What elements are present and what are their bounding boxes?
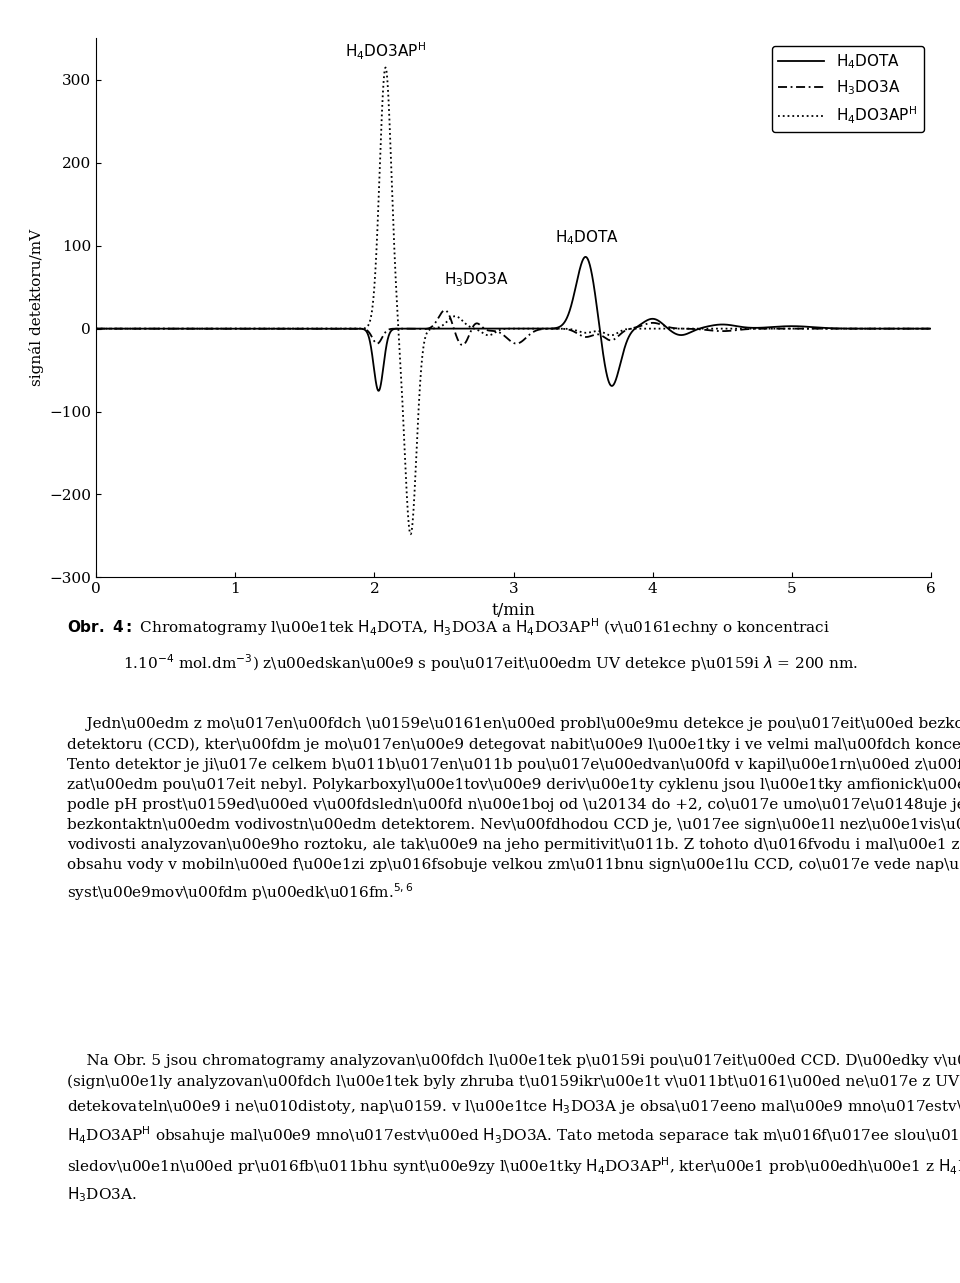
- Legend: $\mathrm{H_4DOTA}$, $\mathrm{H_3DO3A}$, $\mathrm{H_4DO3AP^H}$: $\mathrm{H_4DOTA}$, $\mathrm{H_3DO3A}$, …: [772, 46, 924, 132]
- X-axis label: t/min: t/min: [492, 602, 536, 618]
- Y-axis label: signál detektoru/mV: signál detektoru/mV: [29, 230, 43, 386]
- Text: $\mathrm{H_4DOTA}$: $\mathrm{H_4DOTA}$: [555, 228, 619, 248]
- Text: $\mathbf{Obr.\ 4:}$ Chromatogramy l\u00e1tek $\mathrm{H_4}$DOTA, $\mathrm{H_3}$D: $\mathbf{Obr.\ 4:}$ Chromatogramy l\u00e…: [67, 616, 829, 638]
- Text: 1.10$^{-4}$ mol.dm$^{-3}$) z\u00edskan\u00e9 s pou\u017eit\u00edm UV detekce p\u: 1.10$^{-4}$ mol.dm$^{-3}$) z\u00edskan\u…: [123, 652, 858, 674]
- Text: Na Obr. 5 jsou chromatogramy analyzovan\u00fdch l\u00e1tek p\u0159i pou\u017eit\: Na Obr. 5 jsou chromatogramy analyzovan\…: [67, 1055, 960, 1203]
- Text: Jedn\u00edm z mo\u017en\u00fdch \u0159e\u0161en\u00ed probl\u00e9mu detekce je p: Jedn\u00edm z mo\u017en\u00fdch \u0159e\…: [67, 717, 960, 903]
- Text: $\mathrm{H_4DO3AP^H}$: $\mathrm{H_4DO3AP^H}$: [345, 40, 426, 62]
- Text: $\mathrm{H_3DO3A}$: $\mathrm{H_3DO3A}$: [444, 271, 509, 289]
